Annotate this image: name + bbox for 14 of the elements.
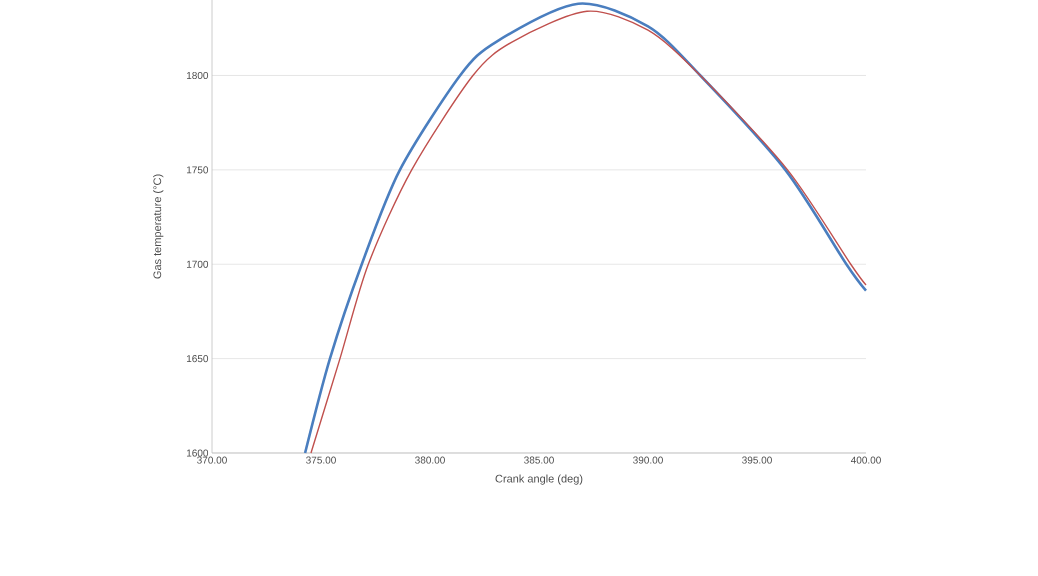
x-tick-label: 395.00 <box>742 456 772 464</box>
x-tick-label: 375.00 <box>306 456 336 464</box>
y-tick-label: 1800 <box>186 71 209 80</box>
x-tick-label: 390.00 <box>633 456 663 464</box>
x-tick-label: 380.00 <box>415 456 445 464</box>
y-tick-label: 1700 <box>186 260 209 268</box>
x-tick-label: 385.00 <box>524 456 554 464</box>
x-tick-label: 400.00 <box>850 456 881 464</box>
x-tick-label: 370.00 <box>197 456 227 464</box>
y-tick-label: 1650 <box>186 355 209 363</box>
y-axis-title: Gas temperature (°C) <box>153 174 164 279</box>
y-tick-label: 1750 <box>186 166 209 174</box>
y-tick-label: 1600 <box>186 449 209 457</box>
x-axis-title: Crank angle (deg) <box>495 474 583 485</box>
